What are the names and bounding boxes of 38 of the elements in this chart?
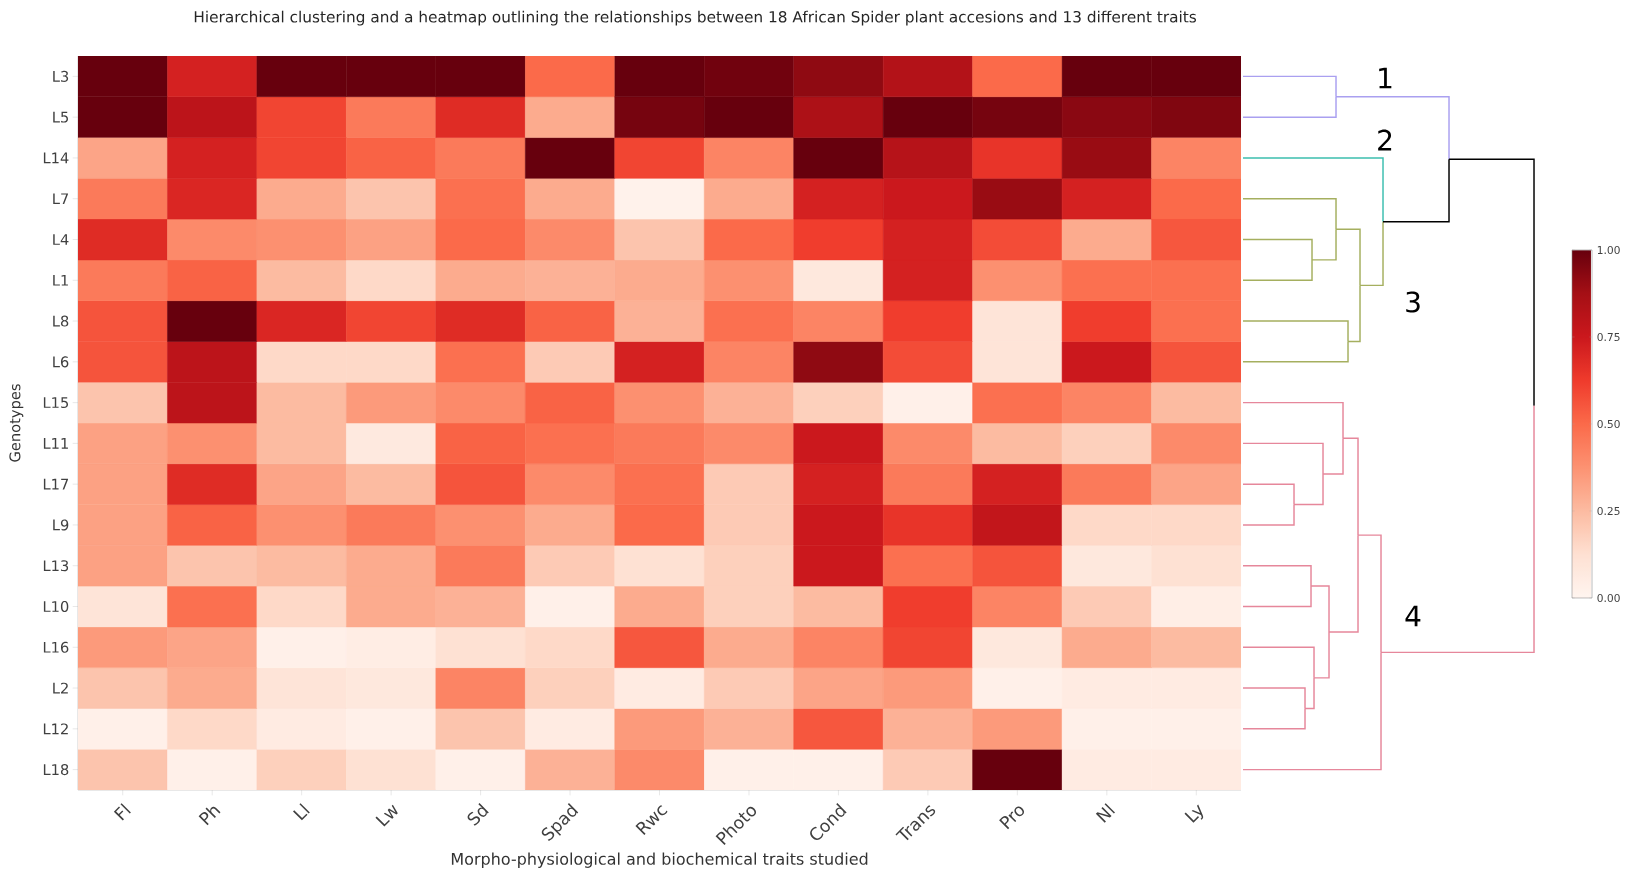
y-tick-label: L5 [53,111,69,123]
y-tick-label: L9 [53,519,69,531]
y-tick-label: L15 [43,397,69,409]
y-tick-label: L16 [43,641,69,653]
text: 4 [1405,605,1421,627]
text: 1 [1379,67,1392,89]
y-tick-label: L1 [53,274,68,286]
text: 2 [1378,129,1392,151]
color-bar-label: 0.25 [1597,506,1620,516]
color-bar-label: 1.00 [1597,245,1620,255]
x-tick-label: Pro [999,806,1025,830]
y-tick-label: L6 [53,356,69,368]
chart-title: Hierarchical clustering and a heatmap outlining the relationships between 18 African Spider plant accesions and 13 different traits [194,10,1197,26]
y-tick-label: L13 [43,560,69,572]
y-tick-label: L8 [53,315,69,327]
y-tick-label: L17 [43,478,69,490]
y-tick-label: L7 [53,193,69,205]
y-tick-label: L3 [53,70,69,82]
y-tick-label: L10 [43,600,69,613]
x-tick-label: Fl [113,803,131,821]
y-tick-label: L18 [43,764,69,776]
x-tick-label: Ph [198,806,221,826]
y-tick-label: L14 [43,152,69,164]
y-tick-label: L2 [53,682,68,694]
x-tick-label: Ly [1184,804,1204,823]
text: 3 [1406,291,1420,313]
x-axis-title: Morpho-physiological and biochemical traits studied [451,852,868,868]
y-tick-label: L4 [53,234,69,245]
y-tick-label: L12 [43,723,68,735]
x-tick-label: Ll [293,803,310,821]
y-tick-label: L11 [43,438,68,449]
x-tick-label: Sd [467,803,489,826]
x-tick-label: Lw [375,804,398,827]
x-tick-label: Nl [1095,803,1115,823]
color-bar-label: 0.00 [1597,593,1620,603]
color-bar-label: 0.50 [1597,419,1620,429]
color-bar-label: 0.75 [1597,332,1620,342]
y-axis-title: Genotypes [9,384,24,462]
